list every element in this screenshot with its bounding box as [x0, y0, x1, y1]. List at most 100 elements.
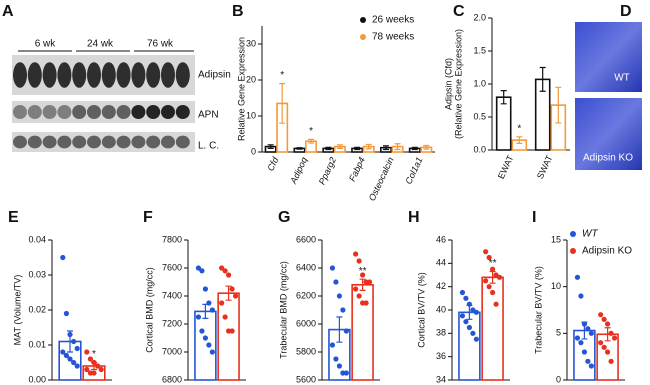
y-tick-label: 5800 [296, 346, 316, 356]
data-point [366, 279, 373, 285]
y-tick-label: 7800 [162, 234, 182, 244]
bar [217, 292, 240, 381]
blot-band [116, 62, 131, 88]
data-point [60, 349, 66, 355]
blot-band [146, 104, 161, 120]
data-point [329, 342, 336, 348]
data-point [219, 265, 225, 271]
blot-band [101, 104, 116, 120]
y-tick-label: 7400 [162, 290, 182, 300]
error-bar [500, 90, 507, 105]
data-point [232, 293, 239, 299]
data-point [353, 251, 359, 257]
data-point [333, 356, 339, 362]
x-tick-label: Adipoq [288, 156, 309, 187]
data-point [63, 352, 69, 359]
data-point [222, 268, 228, 274]
data-point [67, 356, 73, 362]
data-point [490, 266, 496, 272]
data-point [608, 358, 614, 364]
blot-band [57, 135, 72, 149]
group-label: 24 wk [87, 39, 114, 50]
data-point [360, 272, 366, 278]
data-point [202, 335, 208, 341]
y-tick-label: 7000 [162, 346, 182, 356]
data-point [60, 254, 66, 261]
data-point [470, 330, 476, 336]
y-tick-label: 0.0 [473, 144, 486, 154]
data-point [473, 336, 479, 342]
data-point [581, 321, 588, 327]
y-tick-label: 10 [551, 281, 561, 291]
data-point [493, 301, 499, 307]
blot-band [87, 62, 101, 88]
y-tick-label: 0.03 [28, 269, 46, 279]
data-point [585, 326, 591, 332]
data-point [63, 310, 69, 317]
data-point [459, 313, 466, 319]
y-axis-label: Relative Gene Expression [236, 37, 246, 141]
legend-marker [360, 17, 366, 23]
data-point [209, 349, 215, 355]
legend-marker [360, 34, 366, 40]
x-tick-label: Pparg2 [317, 156, 338, 187]
blot-band [72, 62, 87, 88]
error-bar [359, 278, 366, 291]
significance: ** [359, 266, 367, 277]
data-point [353, 286, 359, 292]
y-tick-label: 0.02 [28, 304, 46, 314]
y-tick-label: 0.5 [473, 111, 486, 121]
band-label: L. C. [198, 141, 219, 152]
y-axis-label: Trabecular BV/TV (%) [533, 266, 543, 354]
data-point [226, 272, 232, 278]
panel-letter: F [143, 209, 153, 226]
data-point [71, 338, 77, 345]
data-point [483, 249, 489, 255]
x-tick-label: EWAT [496, 153, 516, 180]
panel-letter: H [408, 209, 420, 226]
error-bar [308, 138, 315, 144]
x-tick-label: SWAT [535, 153, 555, 180]
blot-band [146, 62, 161, 88]
blot-band [72, 135, 87, 149]
data-point [219, 300, 225, 306]
data-point [206, 342, 212, 348]
blot-band [131, 104, 146, 120]
data-point [222, 314, 228, 320]
blot-band [175, 62, 190, 88]
data-point [333, 279, 339, 285]
y-tick-label: 6600 [296, 234, 316, 244]
data-point [356, 258, 362, 264]
data-point [363, 300, 369, 306]
x-tick-label: Cfd [265, 155, 280, 173]
y-tick-label: 6800 [162, 374, 182, 384]
data-point [329, 265, 336, 271]
y-axis-label: Cortical BV/TV (%) [416, 272, 426, 348]
y-tick-label: 15 [551, 234, 561, 244]
blot-band [101, 135, 116, 149]
panel-letter: I [532, 209, 536, 226]
blot-band [27, 135, 42, 149]
y-tick-label: 5600 [296, 374, 316, 384]
data-point [608, 330, 614, 336]
data-point [490, 289, 496, 296]
band-label: APN [198, 110, 219, 121]
data-point [581, 349, 588, 355]
error-bar [325, 146, 332, 151]
legend-label: Adipsin KO [582, 246, 632, 257]
y-axis-label: Adipsin (Cfd) [443, 58, 453, 110]
y-tick-label: 1.0 [473, 78, 486, 88]
y-tick-label: 0 [251, 146, 256, 156]
y-tick-label: 40 [436, 304, 446, 314]
significance: * [309, 126, 313, 137]
data-point [87, 370, 93, 376]
legend-marker [570, 248, 576, 254]
blot-image [12, 55, 195, 152]
group-label: 76 wk [147, 39, 174, 50]
x-tick-label: Osteocalcin [367, 156, 396, 203]
y-tick-label: 6000 [296, 318, 316, 328]
data-point [84, 366, 90, 373]
error-bar [267, 144, 274, 149]
